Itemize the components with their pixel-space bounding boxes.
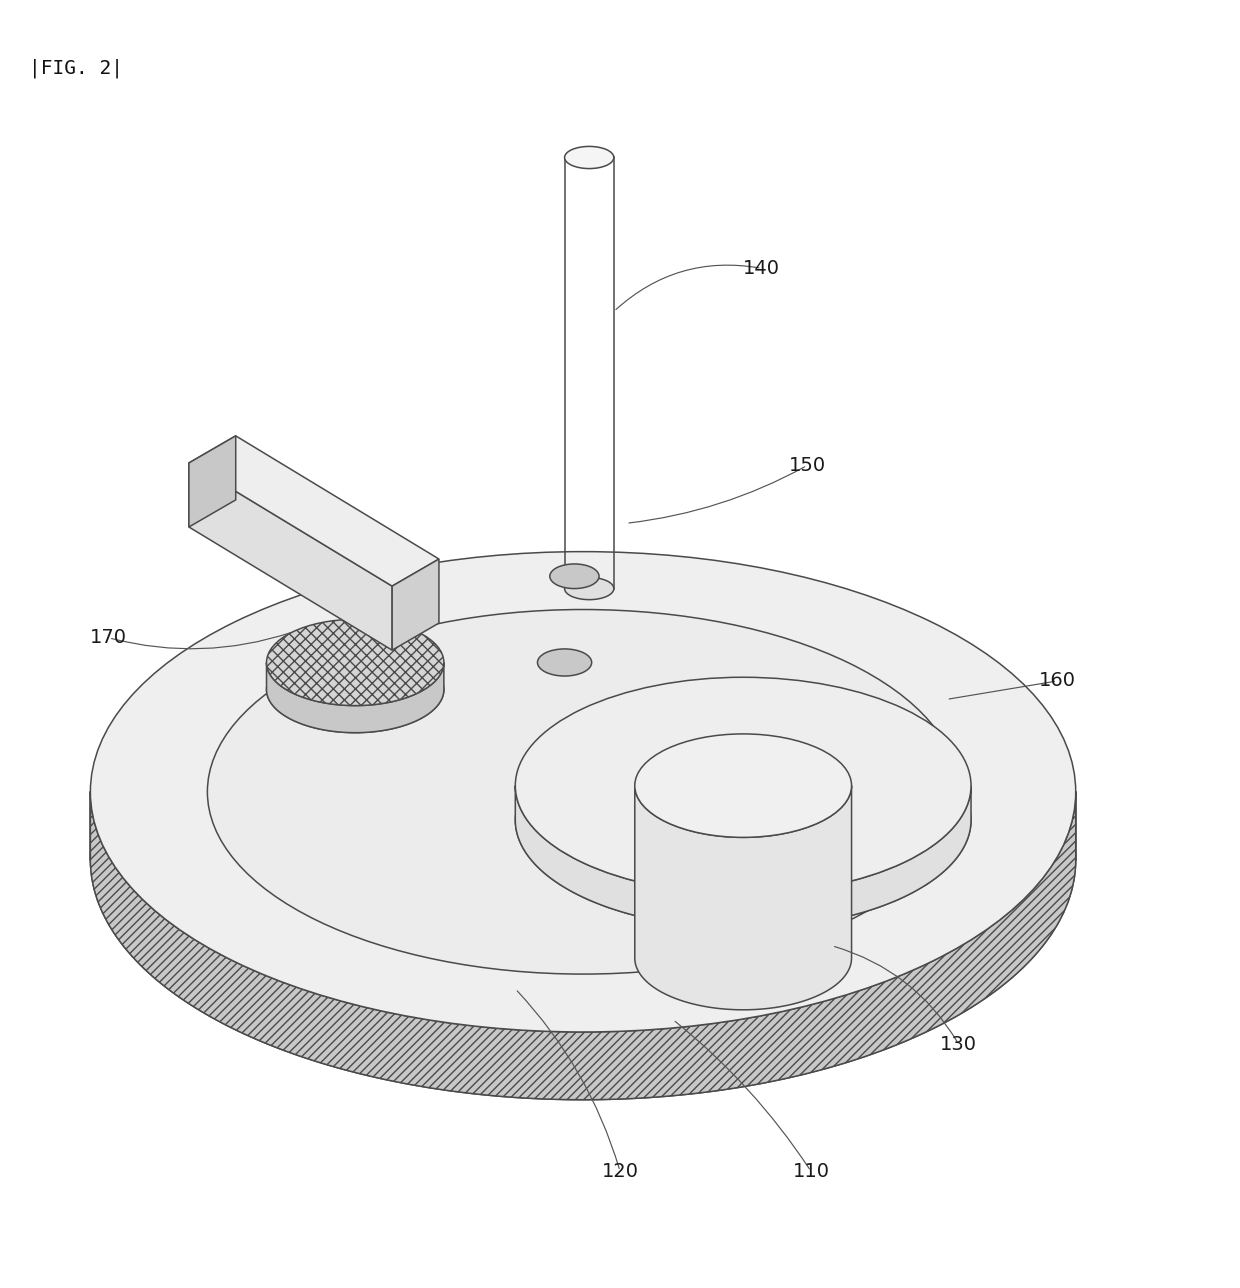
Polygon shape [91, 792, 1076, 1100]
Ellipse shape [516, 712, 971, 929]
Text: 150: 150 [789, 456, 826, 475]
Polygon shape [516, 786, 971, 929]
Text: 140: 140 [743, 259, 780, 278]
Polygon shape [188, 435, 439, 586]
Ellipse shape [635, 734, 852, 837]
Polygon shape [392, 559, 439, 650]
Ellipse shape [564, 577, 614, 600]
Ellipse shape [564, 147, 614, 169]
Ellipse shape [267, 647, 444, 733]
Polygon shape [635, 786, 852, 1010]
Ellipse shape [267, 620, 444, 706]
Ellipse shape [91, 620, 1076, 1100]
Text: 110: 110 [792, 1162, 830, 1181]
Ellipse shape [207, 609, 959, 974]
Text: 170: 170 [91, 629, 128, 648]
Ellipse shape [91, 551, 1076, 1032]
Polygon shape [267, 662, 444, 733]
Text: |FIG. 2|: |FIG. 2| [29, 59, 123, 79]
Text: 160: 160 [1039, 671, 1076, 690]
Polygon shape [188, 435, 236, 527]
Text: 120: 120 [601, 1162, 639, 1181]
Ellipse shape [516, 677, 971, 894]
Ellipse shape [537, 649, 591, 676]
Polygon shape [188, 462, 392, 650]
Ellipse shape [549, 564, 599, 589]
Text: 130: 130 [940, 1034, 977, 1054]
